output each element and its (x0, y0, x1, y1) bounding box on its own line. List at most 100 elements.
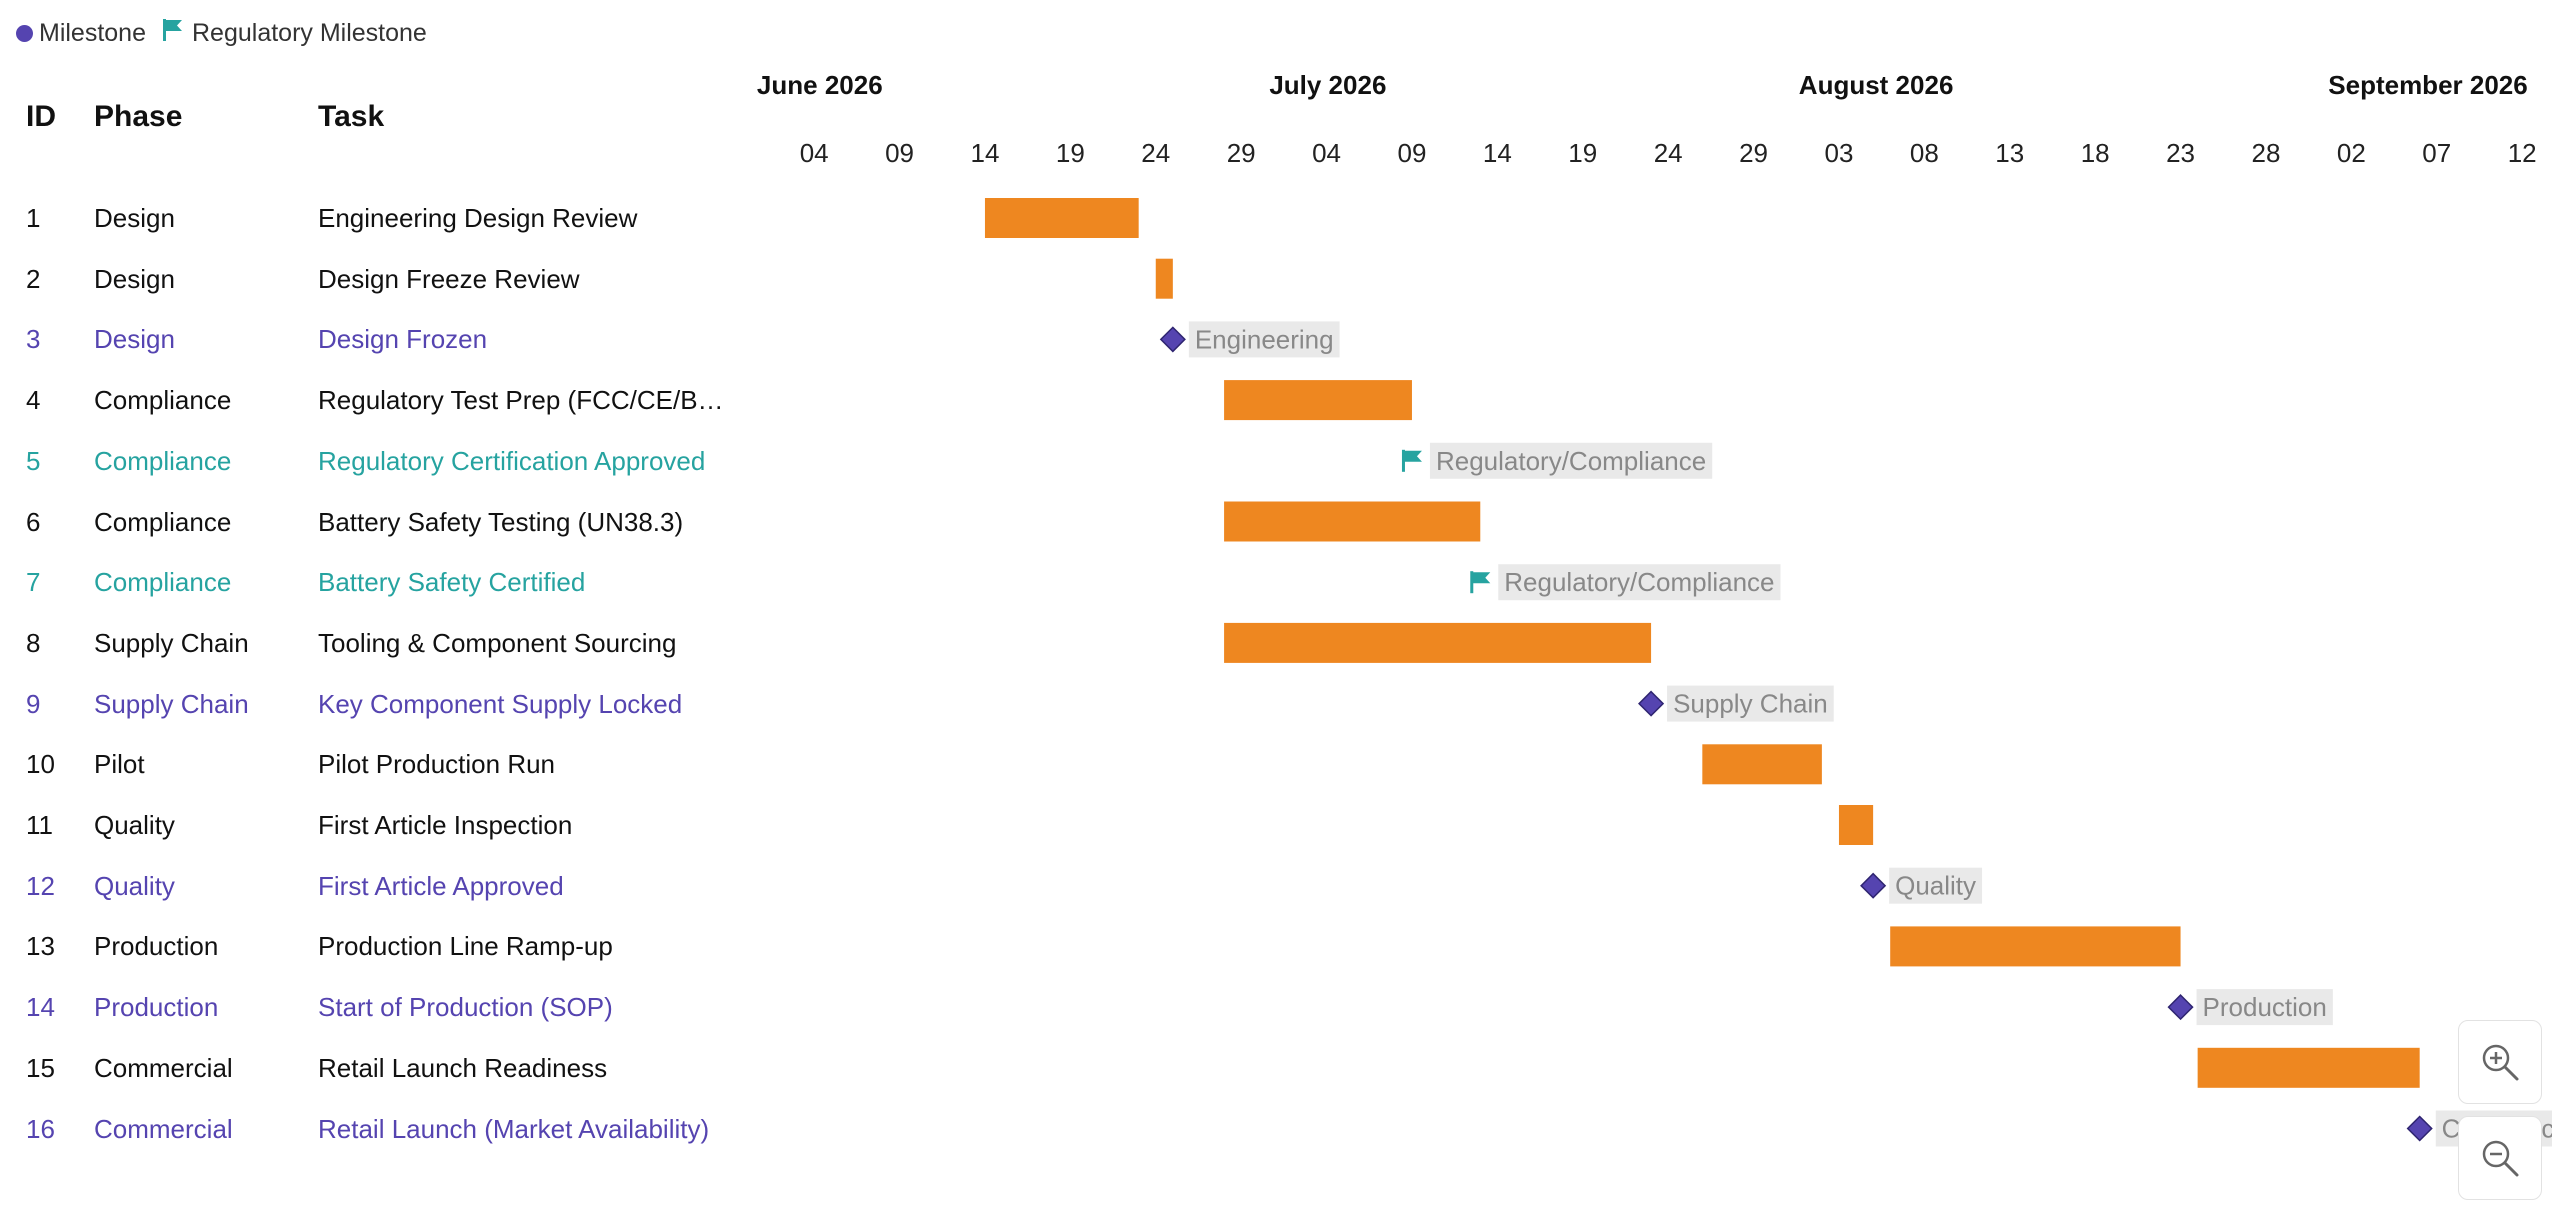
tick-label: 23 (2166, 138, 2196, 168)
task-id: 6 (26, 506, 41, 537)
zoom-out-button[interactable] (2458, 1116, 2542, 1200)
task-name: Design Freeze Review (318, 263, 580, 294)
tick-label: 09 (1397, 138, 1427, 168)
milestone-label-text: Supply Chain (1673, 689, 1828, 719)
milestone-label: Engineering (1188, 321, 1340, 358)
tick-label: 24 (1653, 138, 1683, 168)
month-label: September 2026 (2328, 70, 2528, 100)
milestone-diamond[interactable] (2167, 994, 2194, 1021)
task-bar[interactable] (1702, 744, 1822, 785)
milestone-diamond[interactable] (1159, 326, 1186, 353)
task-bar[interactable] (1838, 805, 1874, 845)
task-name: Start of Production (SOP) (318, 992, 613, 1023)
task-id: 12 (26, 870, 55, 901)
milestone-legend-label: Milestone (39, 18, 146, 47)
task-name: Regulatory Test Prep (FCC/CE/B… (318, 385, 724, 416)
task-bar[interactable] (2197, 1047, 2420, 1088)
task-phase: Quality (94, 810, 175, 840)
task-name: Retail Launch Readiness (318, 1052, 608, 1083)
tick-label: 08 (1909, 138, 1939, 168)
tick-label: 12 (2507, 138, 2537, 168)
regulatory-flag-icon[interactable] (1401, 449, 1422, 472)
task-bar[interactable] (1224, 501, 1481, 542)
task-name: Battery Safety Certified (318, 567, 586, 598)
zoom-out-icon (2482, 1140, 2519, 1177)
task-phase: Quality (94, 870, 175, 901)
milestone-label: Production (2196, 989, 2333, 1026)
task-phase: Design (94, 203, 175, 233)
task-phase: Commercial (94, 1052, 233, 1083)
task-column-header: Task (318, 100, 385, 133)
tick-label: 14 (970, 138, 1000, 168)
task-id: 2 (26, 263, 41, 294)
tick-label: 14 (1482, 138, 1512, 168)
milestone-diamond[interactable] (1860, 872, 1887, 899)
task-phase: Compliance (94, 506, 232, 537)
milestone-label-text: Regulatory/Compliance (1504, 567, 1774, 597)
task-phase: Supply Chain (94, 688, 249, 719)
task-id: 11 (26, 810, 53, 840)
tick-label: 07 (2422, 138, 2452, 168)
task-name: Tooling & Component Sourcing (318, 627, 677, 658)
zoom-in-icon (2482, 1044, 2519, 1081)
legend: Milestone Regulatory Milestone (16, 16, 427, 50)
task-name: Production Line Ramp-up (318, 931, 613, 962)
tick-label: 18 (2080, 138, 2110, 168)
task-id: 4 (26, 385, 41, 416)
task-phase: Design (94, 263, 175, 294)
task-id: 13 (26, 931, 55, 962)
tick-label: 04 (799, 138, 829, 168)
zoom-in-button[interactable] (2458, 1020, 2542, 1104)
tick-label: 03 (1824, 138, 1854, 168)
task-name: Retail Launch (Market Availability) (318, 1113, 710, 1144)
task-name: First Article Approved (318, 870, 564, 901)
task-bar[interactable] (1224, 622, 1652, 663)
task-phase: Pilot (94, 749, 145, 780)
month-label: June 2026 (756, 70, 883, 100)
tick-label: 13 (1995, 138, 2025, 168)
task-name: Design Frozen (318, 324, 488, 355)
task-name: Pilot Production Run (318, 749, 556, 780)
tick-label: 24 (1141, 138, 1171, 168)
task-id: 14 (26, 992, 55, 1023)
tick-label: 29 (1739, 138, 1769, 168)
task-id: 5 (26, 445, 41, 476)
task-phase: Production (94, 992, 219, 1023)
milestone-label-text: Regulatory/Compliance (1436, 446, 1706, 476)
month-label: July 2026 (1269, 70, 1387, 100)
task-name: Battery Safety Testing (UN38.3) (318, 506, 684, 537)
task-name: First Article Inspection (318, 810, 573, 840)
flag-icon (162, 18, 184, 49)
phase-column-header: Phase (94, 100, 183, 133)
task-phase: Compliance (94, 567, 232, 598)
task-name: Regulatory Certification Approved (318, 445, 706, 476)
milestone-legend-dot (16, 24, 33, 42)
task-bar[interactable] (1890, 926, 2181, 967)
month-label: August 2026 (1798, 70, 1954, 100)
task-bar[interactable] (1224, 380, 1412, 421)
milestone-label-text: Engineering (1195, 324, 1334, 354)
milestone-diamond[interactable] (2406, 1115, 2433, 1142)
task-bar[interactable] (984, 198, 1139, 238)
task-phase: Production (94, 931, 219, 962)
task-bar[interactable] (1155, 258, 1173, 299)
task-id: 16 (26, 1113, 55, 1144)
id-column-header: ID (26, 100, 56, 133)
tick-label: 02 (2336, 138, 2366, 168)
milestone-label-text: Quality (1895, 871, 1976, 901)
task-id: 7 (26, 567, 41, 598)
task-id: 10 (26, 749, 55, 780)
milestone-label-text: Production (2203, 992, 2327, 1022)
regulatory-flag-icon[interactable] (1470, 571, 1491, 594)
milestone-label: Regulatory/Compliance (1498, 564, 1781, 601)
tick-label: 19 (1568, 138, 1598, 168)
task-name: Key Component Supply Locked (318, 688, 683, 719)
regulatory-legend-label: Regulatory Milestone (192, 18, 427, 47)
task-id: 3 (26, 324, 41, 355)
task-id: 9 (26, 688, 41, 719)
milestone-diamond[interactable] (1638, 690, 1665, 717)
milestone-label: Quality (1889, 867, 1983, 904)
tick-label: 29 (1226, 138, 1256, 168)
task-id: 8 (26, 627, 41, 658)
